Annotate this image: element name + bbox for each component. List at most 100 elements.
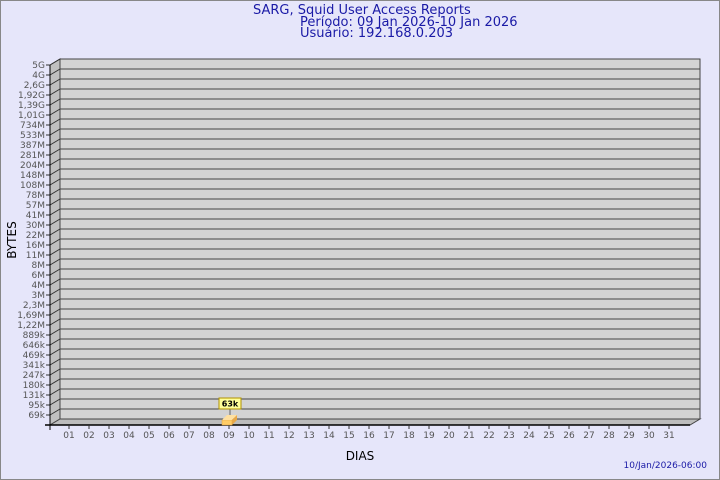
y-tick-label: 646k [23,341,46,351]
x-tick-label: 29 [623,431,635,441]
y-tick-label: 341k [23,361,46,371]
bar-label-box [218,397,242,410]
x-tick-label: 19 [423,431,435,441]
gridline-diagonal [49,168,61,176]
gridline-diagonal [49,348,61,356]
x-tick-label: 01 [63,431,74,441]
bar-front [221,419,233,426]
y-tick-label: 1,69M [17,311,45,321]
chart-period: Período: 09 Jan 2026-10 Jan 2026 [300,15,518,30]
y-tick-label: 281M [20,151,45,161]
gridline-diagonal [49,118,61,126]
x-tick-label: 05 [143,431,154,441]
x-tick-label: 21 [463,431,474,441]
gridline-diagonal [49,128,61,136]
x-tick-label: 07 [183,431,194,441]
gridline-diagonal [49,238,61,246]
x-tick-label: 30 [643,431,655,441]
x-tick-label: 23 [503,431,514,441]
gridline-diagonal [49,398,61,406]
x-tick-label: 12 [283,431,294,441]
gridline-diagonal [49,98,61,106]
x-tick-label: 20 [443,431,455,441]
x-tick-label: 11 [263,431,274,441]
gridline-diagonal [49,198,61,206]
y-tick-label: 4M [32,281,46,291]
y-tick-label: 533M [20,131,45,141]
gridline-diagonal [49,338,61,346]
y-tick-label: 78M [26,191,45,201]
x-axis-title: DIAS [346,449,375,463]
gridline-diagonal [49,358,61,366]
gridline-diagonal [49,308,61,316]
x-tick-label: 06 [163,431,175,441]
gridline-diagonal [49,388,61,396]
x-tick-label: 09 [223,431,235,441]
x-tick-label: 17 [383,431,394,441]
y-tick-label: 16M [26,241,45,251]
y-tick-label: 148M [20,171,45,181]
y-tick-label: 131k [23,391,46,401]
y-tick-label: 6M [32,271,46,281]
gridline-diagonal [49,228,61,236]
gridline-diagonal [49,58,61,66]
y-tick-label: 11M [26,251,45,261]
x-tick-label: 13 [303,431,314,441]
x-tick-label: 03 [103,431,114,441]
y-tick-label: 22M [26,231,45,241]
gridline-diagonal [49,258,61,266]
y-tick-label: 889k [23,331,46,341]
x-tick-label: 04 [123,431,135,441]
x-tick-label: 25 [543,431,554,441]
gridline-diagonal [49,108,61,116]
y-tick-label: 387M [20,141,45,151]
gridline-diagonal [49,318,61,326]
gridline-diagonal [49,188,61,196]
gridline-diagonal [49,178,61,186]
chart-title: SARG, Squid User Access Reports [253,3,471,18]
x-tick-label: 27 [583,431,594,441]
gridline-diagonal [49,208,61,216]
y-tick-label: 1,92G [18,91,45,101]
y-tick-label: 3M [32,291,46,301]
gridline-diagonal [49,78,61,86]
bar-side [232,414,237,425]
gridline-diagonal [49,268,61,276]
x-tick-label: 16 [363,431,375,441]
y-tick-label: 69k [28,411,45,421]
y-tick-label: 1,01G [18,111,45,121]
y-tick-label: 108M [20,181,45,191]
y-tick-label: 41M [26,211,45,221]
y-tick-label: 204M [20,161,45,171]
gridline-diagonal [49,138,61,146]
gridline-diagonal [49,218,61,226]
y-tick-label: 4G [32,71,45,81]
chart-user: Usuário: 192.168.0.203 [300,26,454,41]
x-tick-label: 26 [563,431,575,441]
y-tick-label: 2,3M [23,301,45,311]
gridline-diagonal [49,288,61,296]
y-tick-label: 1,22M [17,321,45,331]
x-tick-label: 18 [403,431,415,441]
y-tick-label: 247k [23,371,46,381]
bar-value-label: 63k [222,400,239,409]
gridline-diagonal [49,248,61,256]
gridline-diagonal [49,88,61,96]
gridline-diagonal [49,328,61,336]
y-tick-label: 734M [20,121,45,131]
x-tick-label: 28 [603,431,615,441]
x-tick-label: 31 [663,431,674,441]
x-tick-label: 02 [83,431,94,441]
x-tick-label: 10 [243,431,255,441]
y-tick-label: 95k [28,401,45,411]
x-tick-label: 22 [483,431,494,441]
x-tick-label: 14 [323,431,335,441]
y-tick-label: 5G [32,61,45,71]
plot-floor [48,418,702,426]
y-tick-label: 8M [32,261,46,271]
gridline-diagonal [49,298,61,306]
footer-timestamp: 10/Jan/2026-06:00 [623,461,707,471]
y-tick-label: 180k [23,381,46,391]
gridline-diagonal [49,368,61,376]
